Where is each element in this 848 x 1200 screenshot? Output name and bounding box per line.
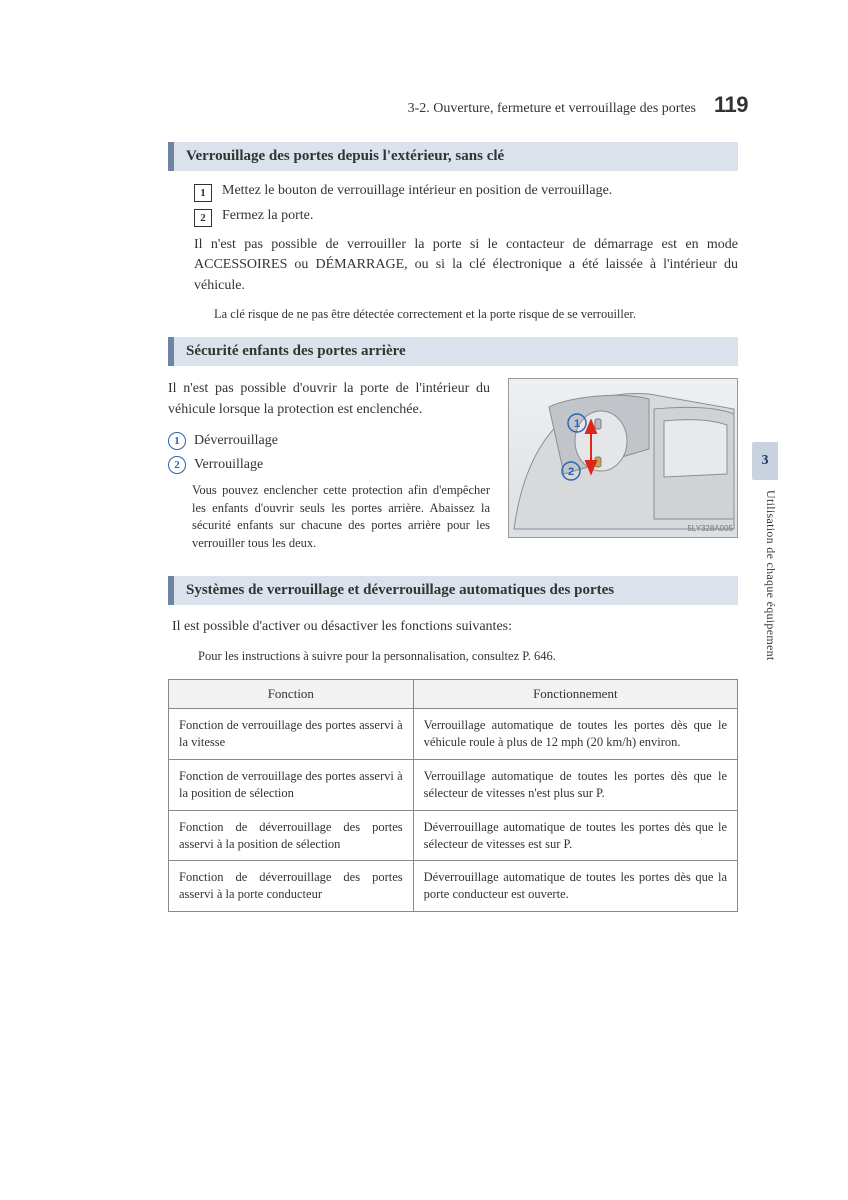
cell: Fonction de déverrouillage des portes as…	[169, 861, 414, 912]
cell: Déverrouillage automatique de toutes les…	[413, 861, 737, 912]
cell: Verrouillage automatique de toutes les p…	[413, 709, 737, 760]
illustration-container: 1 2 5LY328A005	[508, 378, 738, 538]
section-path: 3-2. Ouverture, fermeture et verrouillag…	[408, 101, 696, 117]
page-header: 3-2. Ouverture, fermeture et verrouillag…	[120, 92, 748, 118]
table-row: Fonction de verrouillage des portes asse…	[169, 709, 738, 760]
col-fonction: Fonction	[169, 680, 414, 709]
two-column-block: Il n'est pas possible d'ouvrir la porte …	[168, 378, 738, 566]
cell: Fonction de verrouillage des portes asse…	[169, 759, 414, 810]
circled-number-icon: 2	[168, 456, 186, 474]
step-1: 1 Mettez le bouton de verrouillage intér…	[194, 183, 738, 202]
table-row: Fonction de déverrouillage des portes as…	[169, 861, 738, 912]
section-heading-lock-outside: Verrouillage des portes depuis l'extérie…	[168, 142, 738, 171]
cell: Fonction de verrouillage des portes asse…	[169, 709, 414, 760]
step-number-box: 1	[194, 184, 212, 202]
chapter-tab: 3	[752, 442, 778, 480]
left-text-column: Il n'est pas possible d'ouvrir la porte …	[168, 378, 490, 566]
step-2: 2 Fermez la porte.	[194, 208, 738, 227]
section2-subnote: Vous pouvez enclencher cette protection …	[192, 482, 490, 552]
svg-text:1: 1	[574, 418, 580, 430]
svg-text:2: 2	[568, 466, 574, 478]
table-header-row: Fonction Fonctionnement	[169, 680, 738, 709]
section3-lead: Il est possible d'activer ou désactiver …	[172, 617, 738, 637]
cell: Verrouillage automatique de toutes les p…	[413, 759, 737, 810]
illustration-code: 5LY328A005	[687, 524, 733, 533]
section1-note: La clé risque de ne pas être détectée co…	[214, 306, 738, 324]
enum-unlock: 1 Déverrouillage	[168, 432, 490, 450]
section1-body: Il n'est pas possible de verrouiller la …	[194, 235, 738, 296]
page-number: 119	[714, 92, 748, 118]
section3-note: Pour les instructions à suivre pour la p…	[198, 648, 738, 666]
step-text: Mettez le bouton de verrouillage intérie…	[222, 183, 612, 199]
page: 3-2. Ouverture, fermeture et verrouillag…	[0, 0, 848, 1200]
col-fonctionnement: Fonctionnement	[413, 680, 737, 709]
cell: Fonction de déverrouillage des portes as…	[169, 810, 414, 861]
circled-number-icon: 1	[168, 432, 186, 450]
section-heading-child-safety: Sécurité enfants des portes arrière	[168, 337, 738, 366]
enum-label: Déverrouillage	[194, 433, 278, 449]
section2-lead: Il n'est pas possible d'ouvrir la porte …	[168, 378, 490, 420]
table-row: Fonction de verrouillage des portes asse…	[169, 759, 738, 810]
functions-table: Fonction Fonctionnement Fonction de verr…	[168, 679, 738, 912]
step-number-box: 2	[194, 209, 212, 227]
cell: Déverrouillage automatique de toutes les…	[413, 810, 737, 861]
step-text: Fermez la porte.	[222, 208, 313, 224]
section-heading-auto-lock: Systèmes de verrouillage et déverrouilla…	[168, 576, 738, 605]
content-column: Verrouillage des portes depuis l'extérie…	[168, 142, 738, 912]
enum-label: Verrouillage	[194, 457, 263, 473]
door-illustration: 1 2 5LY328A005	[508, 378, 738, 538]
table-row: Fonction de déverrouillage des portes as…	[169, 810, 738, 861]
enum-lock: 2 Verrouillage	[168, 456, 490, 474]
chapter-side-label: Utilisation de chaque équipement	[752, 490, 778, 730]
